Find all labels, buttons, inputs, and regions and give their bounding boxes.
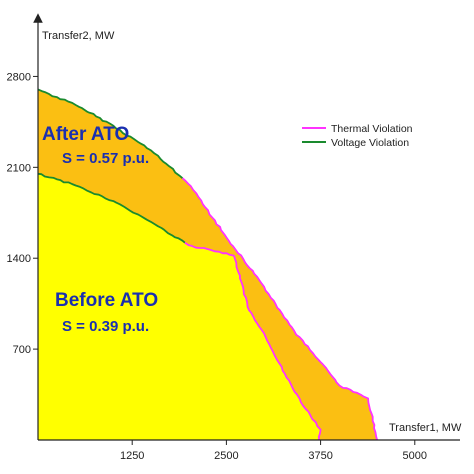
after-ato-label: After ATO <box>42 124 129 145</box>
x-tick-label: 1250 <box>120 450 144 462</box>
legend: Thermal Violation Voltage Violation <box>302 123 413 149</box>
legend-voltage-label: Voltage Violation <box>331 137 409 149</box>
legend-thermal-label: Thermal Violation <box>331 123 413 135</box>
before-thermal-boundary <box>184 241 322 441</box>
before-voltage-boundary <box>37 172 186 244</box>
y-tick-label: 2800 <box>7 71 31 83</box>
y-tick-label: 1400 <box>7 253 31 265</box>
after-ato-stability: S = 0.57 p.u. <box>62 150 149 167</box>
y-tick-label: 700 <box>13 344 31 356</box>
x-axis-title: Transfer1, MW <box>389 422 462 434</box>
after-voltage-boundary <box>37 88 184 179</box>
before-ato-label: Before ATO <box>55 290 158 311</box>
y-axis-title: Transfer2, MW <box>42 30 115 42</box>
before-ato-area <box>38 173 321 441</box>
x-tick-label: 5000 <box>403 450 427 462</box>
x-tick-label: 2500 <box>214 450 238 462</box>
before-ato-stability: S = 0.39 p.u. <box>62 318 149 335</box>
y-tick-label: 2100 <box>7 162 31 174</box>
after-thermal-boundary <box>181 177 378 441</box>
x-tick-label: 3750 <box>308 450 332 462</box>
boundary-lines <box>37 88 378 441</box>
axis-ticks: 1250 2500 3750 5000 700 1400 2100 2800 <box>7 71 428 462</box>
